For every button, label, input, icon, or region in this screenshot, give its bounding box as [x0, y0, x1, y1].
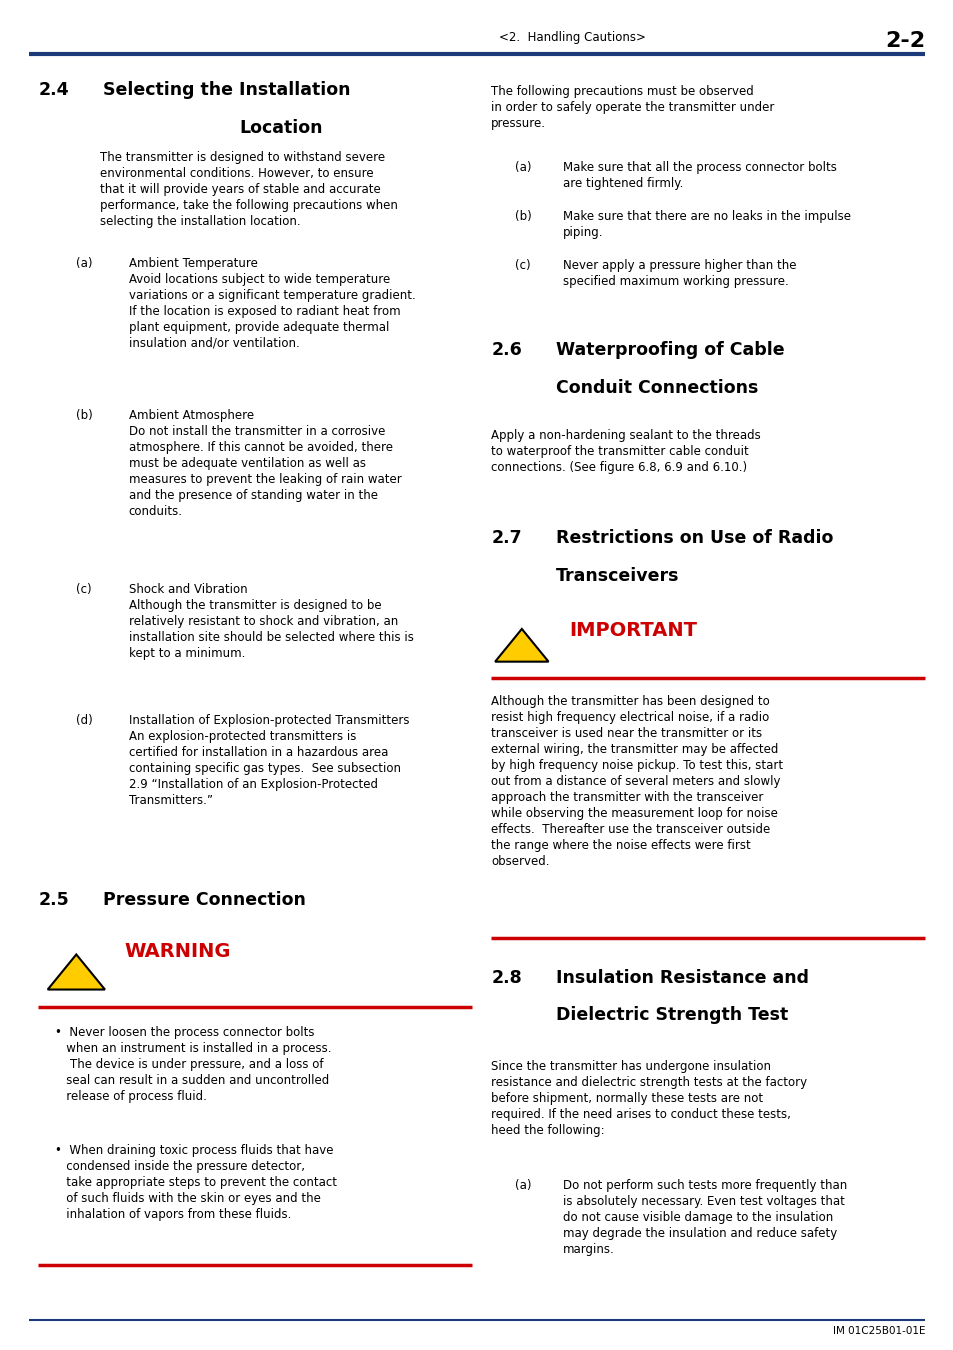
Text: 2.4: 2.4 [38, 81, 69, 99]
Text: Installation of Explosion-protected Transmitters
An explosion-protected transmit: Installation of Explosion-protected Tran… [129, 714, 409, 807]
Text: !: ! [73, 972, 79, 986]
Text: 2.8: 2.8 [491, 969, 521, 987]
Text: Shock and Vibration
Although the transmitter is designed to be
relatively resist: Shock and Vibration Although the transmi… [129, 583, 414, 660]
Text: Restrictions on Use of Radio: Restrictions on Use of Radio [556, 529, 833, 547]
Text: Conduit Connections: Conduit Connections [556, 379, 758, 397]
Text: (c): (c) [515, 259, 530, 271]
Text: Insulation Resistance and: Insulation Resistance and [556, 969, 808, 987]
Text: Since the transmitter has undergone insulation
resistance and dielectric strengt: Since the transmitter has undergone insu… [491, 1061, 806, 1138]
Text: Pressure Connection: Pressure Connection [103, 891, 306, 909]
Text: WARNING: WARNING [124, 942, 231, 961]
Text: Ambient Temperature
Avoid locations subject to wide temperature
variations or a : Ambient Temperature Avoid locations subj… [129, 256, 416, 350]
Text: (a): (a) [76, 256, 92, 270]
Text: <2.  Handling Cautions>: <2. Handling Cautions> [498, 31, 645, 45]
Polygon shape [48, 954, 105, 990]
Text: (b): (b) [515, 209, 532, 223]
Text: 2.7: 2.7 [491, 529, 521, 547]
Text: The transmitter is designed to withstand severe
environmental conditions. Howeve: The transmitter is designed to withstand… [100, 151, 397, 228]
Text: •  When draining toxic process fluids that have
   condensed inside the pressure: • When draining toxic process fluids tha… [55, 1145, 337, 1222]
Text: (a): (a) [515, 1179, 531, 1192]
Text: (b): (b) [76, 409, 93, 423]
Text: (a): (a) [515, 161, 531, 174]
Text: The following precautions must be observed
in order to safely operate the transm: The following precautions must be observ… [491, 85, 774, 130]
Text: 2.5: 2.5 [38, 891, 69, 909]
Text: (d): (d) [76, 714, 93, 728]
Text: ☛: ☛ [517, 644, 526, 655]
Text: IM 01C25B01-01E: IM 01C25B01-01E [832, 1326, 924, 1335]
Text: Location: Location [239, 119, 323, 136]
Text: 2-2: 2-2 [884, 31, 924, 51]
Text: Apply a non-hardening sealant to the threads
to waterproof the transmitter cable: Apply a non-hardening sealant to the thr… [491, 429, 760, 474]
Text: 2.6: 2.6 [491, 342, 521, 359]
Text: Dielectric Strength Test: Dielectric Strength Test [556, 1007, 787, 1025]
Text: Transceivers: Transceivers [556, 567, 679, 585]
Text: Do not perform such tests more frequently than
is absolutely necessary. Even tes: Do not perform such tests more frequentl… [562, 1179, 846, 1256]
Text: Make sure that all the process connector bolts
are tightened firmly.: Make sure that all the process connector… [562, 161, 836, 190]
Polygon shape [495, 629, 548, 662]
Text: Make sure that there are no leaks in the impulse
piping.: Make sure that there are no leaks in the… [562, 209, 850, 239]
Text: Selecting the Installation: Selecting the Installation [103, 81, 350, 99]
Text: IMPORTANT: IMPORTANT [569, 621, 697, 640]
Text: Ambient Atmosphere
Do not install the transmitter in a corrosive
atmosphere. If : Ambient Atmosphere Do not install the tr… [129, 409, 401, 518]
Text: Although the transmitter has been designed to
resist high frequency electrical n: Although the transmitter has been design… [491, 695, 782, 868]
Text: Never apply a pressure higher than the
specified maximum working pressure.: Never apply a pressure higher than the s… [562, 259, 796, 288]
Text: Waterproofing of Cable: Waterproofing of Cable [556, 342, 784, 359]
Text: (c): (c) [76, 583, 91, 595]
Text: •  Never loosen the process connector bolts
   when an instrument is installed i: • Never loosen the process connector bol… [55, 1026, 332, 1103]
